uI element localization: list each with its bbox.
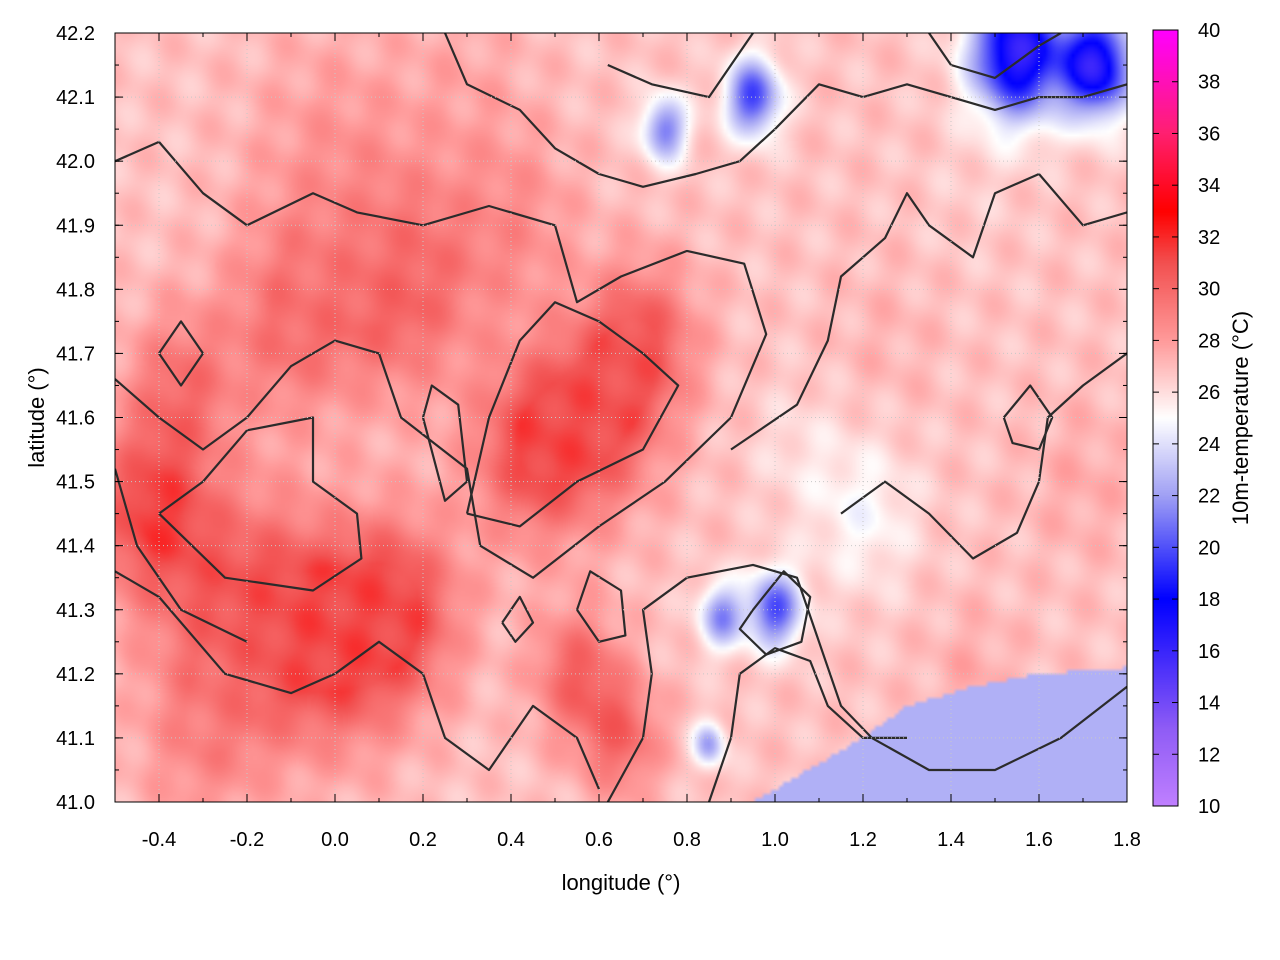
contour-line-11 <box>928 33 1062 79</box>
x-tick-label: 1.4 <box>937 829 965 851</box>
y-tick-label: 41.1 <box>56 728 95 750</box>
contour-line-7 <box>840 352 1127 560</box>
y-tick-label: 41.8 <box>56 279 95 301</box>
contour-line-5 <box>707 647 907 802</box>
colorbar-tick-label: 38 <box>1198 72 1220 94</box>
x-tick-label: 0.8 <box>673 829 701 851</box>
colorbar-tick-label: 14 <box>1198 693 1220 715</box>
y-tick-label: 41.2 <box>56 664 95 686</box>
colorbar-tick-label: 10 <box>1198 796 1220 818</box>
grid-lines <box>115 32 1128 803</box>
colorbar-tick-label: 18 <box>1198 589 1220 611</box>
contour-line-6 <box>738 570 812 656</box>
y-tick-label: 42.1 <box>56 87 95 109</box>
y-tick-label: 41.7 <box>56 343 95 365</box>
colorbar-ticks: 10 12 14 16 18 20 22 24 26 28 30 32 34 36 38 40 <box>1153 20 1220 818</box>
colorbar-tick-label: 16 <box>1198 641 1220 663</box>
contour-line-16 <box>421 384 469 502</box>
x-tick-label: 0.6 <box>585 829 613 851</box>
y-tick-label: 42.0 <box>56 151 95 173</box>
colorbar-tick-label: 12 <box>1198 744 1220 766</box>
contour-line-1 <box>115 570 601 790</box>
contour-line-14 <box>1002 384 1054 451</box>
x-axis-title: longitude (°) <box>562 870 681 895</box>
colorbar-tick-label: 40 <box>1198 20 1220 42</box>
x-tick-label: 1.0 <box>761 829 789 851</box>
y-axis: 41.0 41.1 41.2 41.3 41.4 41.5 41.6 41.7 41.8 41.9… <box>56 23 1127 814</box>
colorbar-tick-label: 32 <box>1198 227 1220 249</box>
x-tick-label: -0.4 <box>142 829 176 851</box>
colorbar-tick-label: 34 <box>1198 175 1220 197</box>
y-tick-label: 41.6 <box>56 408 95 430</box>
x-tick-label: -0.2 <box>230 829 264 851</box>
colorbar: 10 12 14 16 18 20 22 24 26 28 30 32 34 36 38 40 <box>1152 20 1220 818</box>
colorbar-tick-label: 30 <box>1198 279 1220 301</box>
x-tick-label: 1.8 <box>1113 829 1141 851</box>
x-tick-label: 1.6 <box>1025 829 1053 851</box>
y-tick-label: 42.2 <box>56 23 95 45</box>
x-tick-label: 1.2 <box>849 829 877 851</box>
x-tick-label: 0.4 <box>497 829 525 851</box>
y-tick-label: 41.5 <box>56 472 95 494</box>
contour-line-10 <box>607 33 754 99</box>
colorbar-tick-label: 22 <box>1198 486 1220 508</box>
y-tick-label: 41.0 <box>56 792 95 814</box>
colorbar-gradient <box>1153 30 1178 806</box>
colorbar-tick-label: 28 <box>1198 330 1220 352</box>
y-tick-label: 41.4 <box>56 536 95 558</box>
contour-line-12 <box>501 595 535 643</box>
colorbar-tick-label: 36 <box>1198 123 1220 145</box>
y-tick-label: 41.9 <box>56 215 95 237</box>
colorbar-tick-label: 24 <box>1198 434 1220 456</box>
y-tick-label: 41.3 <box>56 600 95 622</box>
x-axis: -0.4 -0.2 0.0 0.2 0.4 0.6 0.8 1.0 1.2 1.4 1.6 1.8 <box>114 33 1141 851</box>
contour-line-13 <box>575 570 627 643</box>
colorbar-tick-label: 26 <box>1198 382 1220 404</box>
colorbar-tick-label: 20 <box>1198 537 1220 559</box>
contour-line-0 <box>115 140 768 579</box>
x-tick-label: 0.2 <box>409 829 437 851</box>
colorbar-title: 10m-temperature (°C) <box>1228 311 1253 525</box>
x-tick-label: 0.0 <box>321 829 349 851</box>
contour-line-8 <box>730 172 1127 451</box>
y-axis-title: latitude (°) <box>24 367 49 468</box>
colorbar-frame <box>1152 29 1179 807</box>
